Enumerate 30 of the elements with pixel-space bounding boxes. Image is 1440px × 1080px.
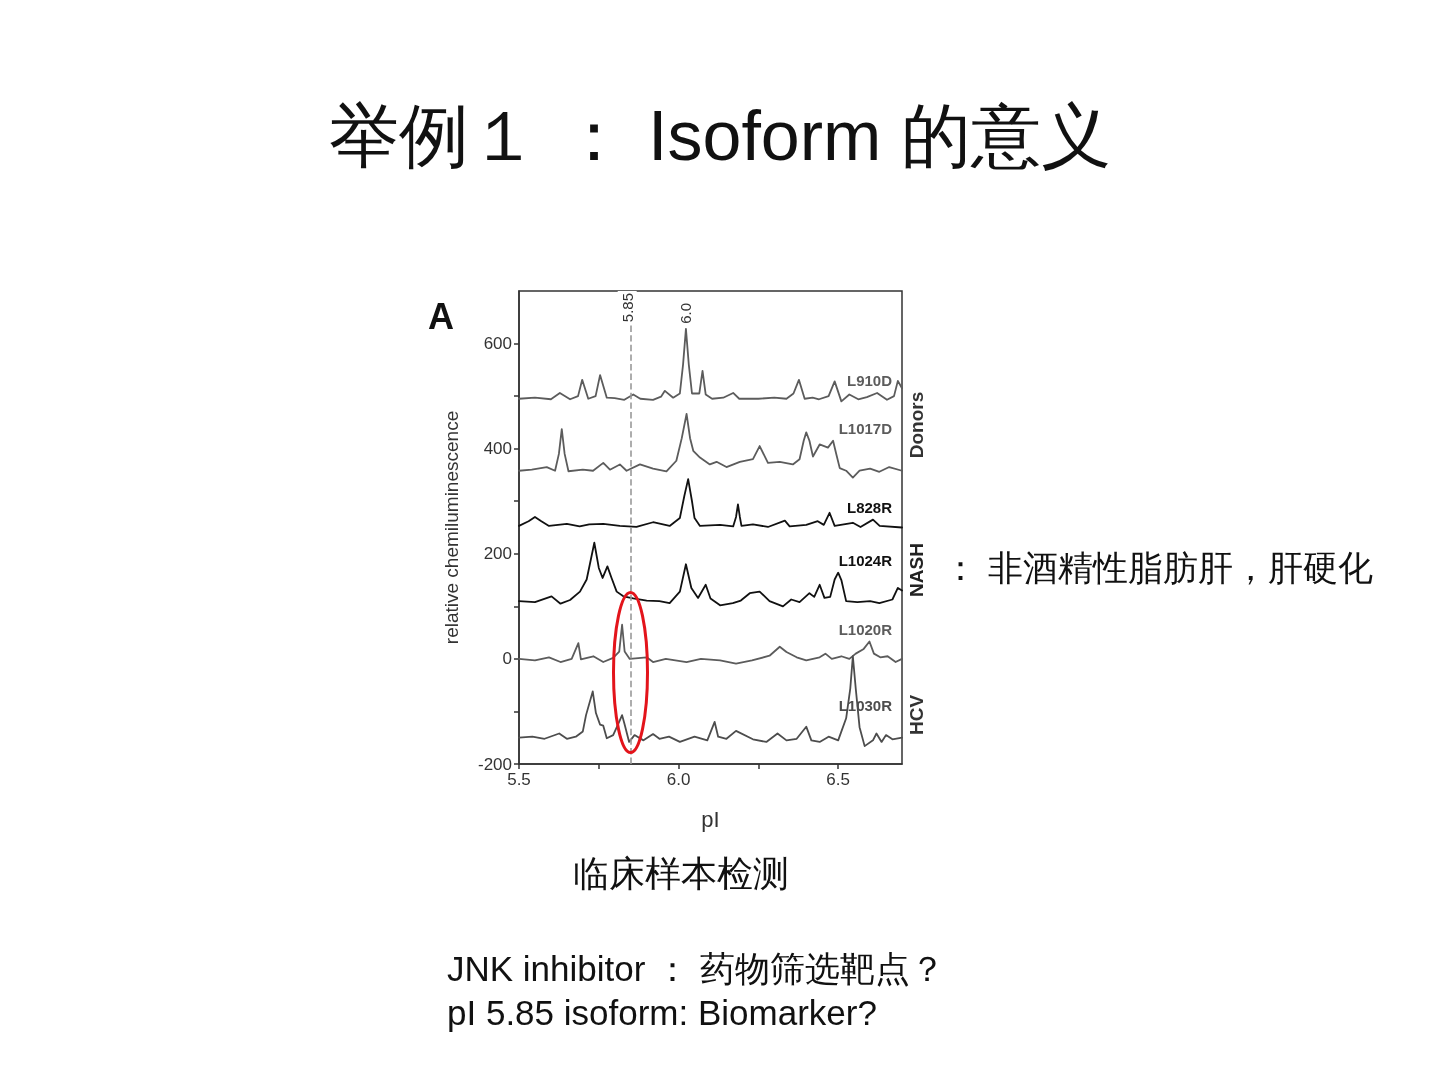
series-label: L828R	[846, 498, 893, 516]
y-tick-label: 600	[483, 334, 512, 354]
annotation: 6.0	[677, 302, 695, 324]
text: 临床样本检测	[573, 852, 789, 894]
text: HCV	[905, 694, 927, 736]
x-axis-title: pI	[701, 806, 720, 832]
line-series	[518, 655, 903, 748]
text: Donors	[905, 391, 927, 459]
line-series	[518, 327, 903, 403]
line-series	[518, 541, 903, 608]
x-tick-label: 6.5	[826, 770, 850, 789]
y-tick-label: 200	[483, 544, 512, 564]
y-tick-label: 400	[483, 439, 512, 459]
y-axis-title: relative chemiluminescence	[441, 410, 462, 645]
line-series	[518, 478, 903, 529]
chart-title: 举例１ ： Isoform 的意义	[329, 97, 1111, 175]
text: NASH	[905, 543, 927, 597]
line-series	[518, 623, 903, 665]
text: A	[428, 295, 454, 337]
text: ： 非酒精性脂肪肝，肝硬化	[943, 547, 1373, 587]
ref-line-label: 5.85	[618, 293, 636, 323]
line-series	[518, 413, 903, 479]
text: JNK inhibitor ： 药物筛选靶点？	[447, 948, 945, 988]
text: pI 5.85 isoform: Biomarker?	[447, 992, 877, 1032]
x-tick-label: 6.0	[666, 770, 691, 789]
series-label: L910D	[846, 371, 893, 389]
series-label: L1017D	[838, 419, 893, 437]
series-label: L1020R	[838, 620, 893, 638]
y-tick-label: 0	[502, 649, 512, 669]
series-label: L1024R	[838, 551, 893, 569]
